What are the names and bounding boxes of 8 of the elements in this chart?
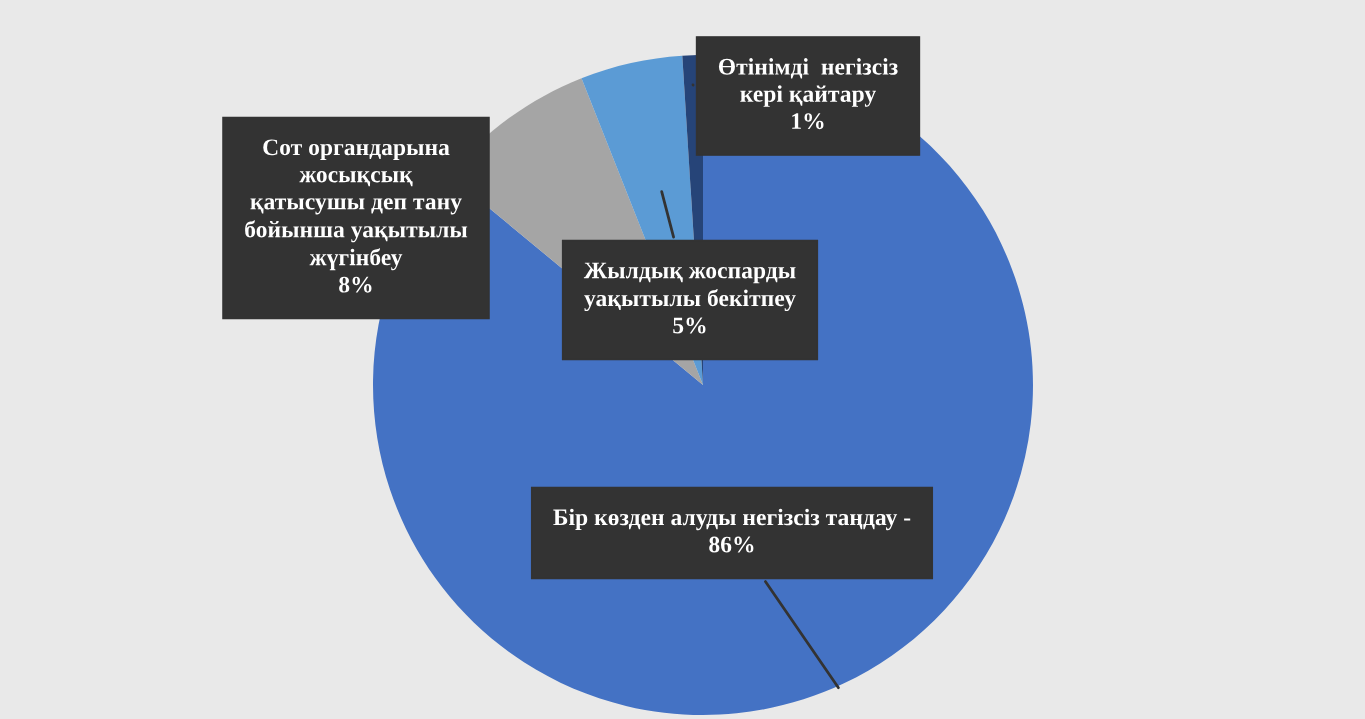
slice-label: Жылдық жоспарды уақытылы бекітпеу <box>583 262 796 312</box>
data-label: 5% <box>673 317 706 334</box>
slice-label: Бір көзден алуды негізсіз таңдау - <box>553 508 911 531</box>
slice-label: Сот органдарына жосықсық қатысушы деп тану бойынша уақытылы жүгінбеу <box>245 139 468 271</box>
slice-label: Өтінімді негізсіз кері қайтару <box>718 58 898 107</box>
data-label: 1% <box>792 113 824 130</box>
data-label: 8% <box>339 276 372 293</box>
data-label: 86% <box>709 536 754 553</box>
